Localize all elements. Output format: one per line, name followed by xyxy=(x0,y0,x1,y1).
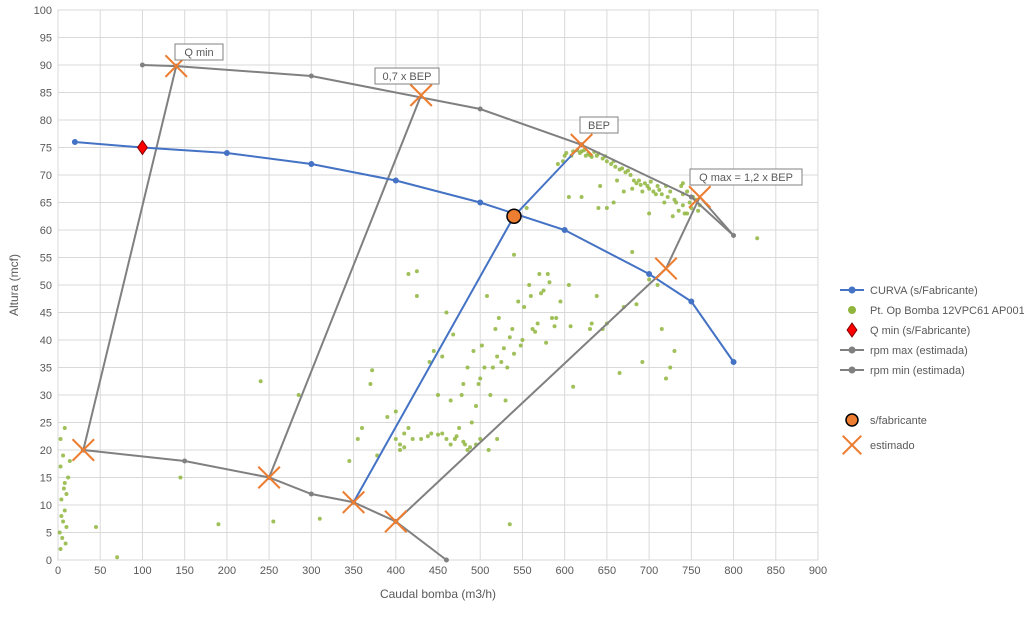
y-tick-label: 10 xyxy=(40,500,52,512)
y-tick-label: 70 xyxy=(40,170,52,182)
x-axis-label: Caudal bomba (m3/h) xyxy=(380,587,496,601)
chart-svg: 0501001502002503003504004505005506006507… xyxy=(0,0,1024,617)
y-tick-label: 60 xyxy=(40,225,52,237)
x-tick-label: 650 xyxy=(598,565,616,577)
y-tick-label: 45 xyxy=(40,308,52,320)
x-tick-label: 50 xyxy=(94,565,106,577)
pump-curve-chart: 0501001502002503003504004505005506006507… xyxy=(0,0,1024,617)
y-tick-label: 35 xyxy=(40,363,52,375)
y-tick-label: 75 xyxy=(40,143,52,155)
y-tick-label: 25 xyxy=(40,418,52,430)
svg-text:Q max = 1,2 x BEP: Q max = 1,2 x BEP xyxy=(699,172,793,184)
legend-item-label: Pt. Op Bomba 12VPC61 AP001 (s/Planta) xyxy=(870,305,1024,317)
y-tick-label: 50 xyxy=(40,280,52,292)
annotation-bep: BEP xyxy=(580,117,618,133)
x-tick-label: 250 xyxy=(260,565,278,577)
x-tick-label: 750 xyxy=(682,565,700,577)
y-axis-label: Altura (mcf) xyxy=(7,254,21,316)
annotation-qmax: Q max = 1,2 x BEP xyxy=(690,169,802,185)
x-tick-label: 300 xyxy=(302,565,320,577)
x-tick-label: 350 xyxy=(344,565,362,577)
x-tick-label: 900 xyxy=(809,565,827,577)
y-tick-label: 15 xyxy=(40,473,52,485)
svg-text:BEP: BEP xyxy=(588,120,610,132)
y-tick-label: 20 xyxy=(40,445,52,457)
x-tick-label: 150 xyxy=(175,565,193,577)
x-tick-label: 600 xyxy=(555,565,573,577)
x-tick-label: 550 xyxy=(513,565,531,577)
x-tick-label: 850 xyxy=(767,565,785,577)
y-tick-label: 85 xyxy=(40,88,52,100)
legend-item-label: rpm max (estimada) xyxy=(870,345,968,357)
legend-extra-label: s/fabricante xyxy=(870,415,927,427)
y-tick-label: 0 xyxy=(46,555,52,567)
x-tick-label: 450 xyxy=(429,565,447,577)
y-tick-label: 55 xyxy=(40,253,52,265)
y-tick-label: 90 xyxy=(40,60,52,72)
annotation-bep07: 0,7 x BEP xyxy=(375,68,439,84)
legend-item-label: rpm min (estimada) xyxy=(870,365,965,377)
y-tick-label: 40 xyxy=(40,335,52,347)
y-tick-label: 5 xyxy=(46,528,52,540)
x-tick-label: 0 xyxy=(55,565,61,577)
legend-extra-label: estimado xyxy=(870,440,915,452)
x-tick-label: 400 xyxy=(387,565,405,577)
x-tick-label: 500 xyxy=(471,565,489,577)
y-tick-label: 30 xyxy=(40,390,52,402)
y-tick-label: 65 xyxy=(40,198,52,210)
legend-item-label: CURVA (s/Fabricante) xyxy=(870,285,978,297)
x-tick-label: 800 xyxy=(724,565,742,577)
x-tick-label: 200 xyxy=(218,565,236,577)
y-tick-label: 80 xyxy=(40,115,52,127)
x-tick-label: 700 xyxy=(640,565,658,577)
svg-text:0,7 x BEP: 0,7 x BEP xyxy=(383,71,432,83)
x-tick-label: 100 xyxy=(133,565,151,577)
annotation-qmin: Q min xyxy=(175,44,223,60)
y-tick-label: 95 xyxy=(40,33,52,45)
svg-text:Q min: Q min xyxy=(184,47,213,59)
y-tick-label: 100 xyxy=(34,5,52,17)
legend-item-label: Q min (s/Fabricante) xyxy=(870,325,970,337)
